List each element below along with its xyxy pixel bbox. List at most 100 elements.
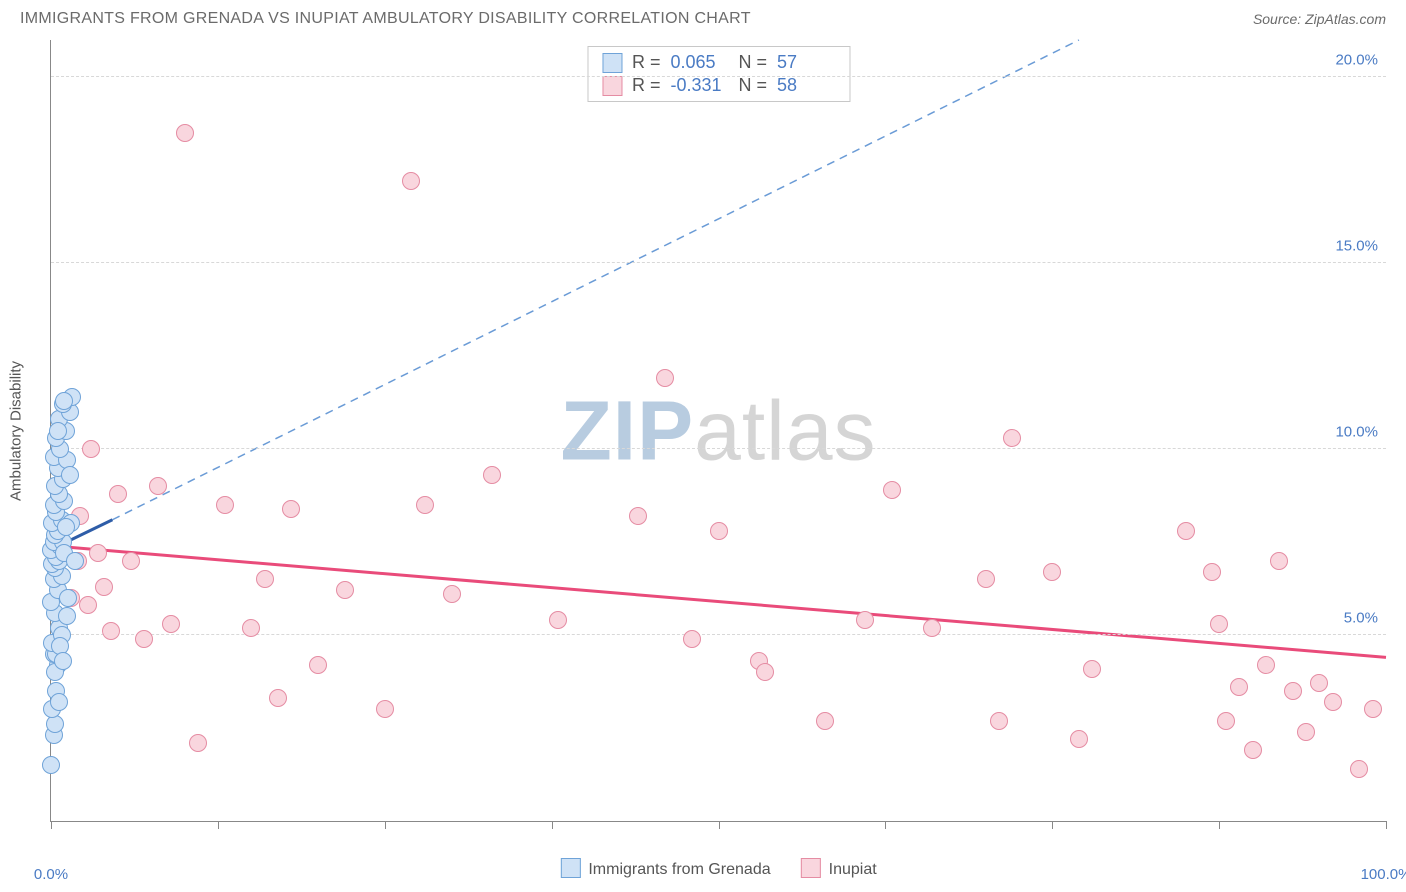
series-legend: Immigrants from Grenada Inupiat xyxy=(560,858,876,879)
legend-r-value-b: -0.331 xyxy=(671,75,729,96)
trend-lines xyxy=(51,40,1386,821)
scatter-point-b xyxy=(309,656,327,674)
swatch-series-a xyxy=(602,53,622,73)
scatter-point-b xyxy=(1257,656,1275,674)
scatter-point-b xyxy=(79,596,97,614)
x-tick xyxy=(1219,821,1220,829)
y-tick-label: 5.0% xyxy=(1344,610,1378,627)
x-tick xyxy=(51,821,52,829)
legend-n-value-b: 58 xyxy=(777,75,835,96)
scatter-point-b xyxy=(416,496,434,514)
scatter-point-b xyxy=(109,485,127,503)
legend-r-label: R = xyxy=(632,75,661,96)
scatter-point-b xyxy=(149,477,167,495)
gridline xyxy=(51,448,1386,449)
scatter-point-a xyxy=(49,422,67,440)
scatter-point-b xyxy=(216,496,234,514)
scatter-point-b xyxy=(883,481,901,499)
source-attribution: Source: ZipAtlas.com xyxy=(1253,11,1386,27)
scatter-point-b xyxy=(443,585,461,603)
chart-title: IMMIGRANTS FROM GRENADA VS INUPIAT AMBUL… xyxy=(20,10,751,28)
y-tick-label: 15.0% xyxy=(1335,238,1378,255)
scatter-point-b xyxy=(89,544,107,562)
scatter-point-b xyxy=(1217,712,1235,730)
scatter-point-b xyxy=(1083,660,1101,678)
scatter-point-b xyxy=(376,700,394,718)
legend-row-b: R = -0.331 N = 58 xyxy=(602,74,835,97)
x-tick xyxy=(1052,821,1053,829)
scatter-point-b xyxy=(1070,730,1088,748)
legend-n-value-a: 57 xyxy=(777,52,835,73)
legend-r-label: R = xyxy=(632,52,661,73)
scatter-point-b xyxy=(683,630,701,648)
scatter-point-b xyxy=(756,663,774,681)
x-tick xyxy=(218,821,219,829)
scatter-point-a xyxy=(66,552,84,570)
scatter-point-b xyxy=(1230,678,1248,696)
scatter-point-a xyxy=(42,756,60,774)
correlation-legend: R = 0.065 N = 57 R = -0.331 N = 58 xyxy=(587,46,850,102)
scatter-point-a xyxy=(54,652,72,670)
scatter-point-b xyxy=(710,522,728,540)
scatter-point-b xyxy=(1210,615,1228,633)
scatter-point-b xyxy=(1270,552,1288,570)
legend-label-b: Inupiat xyxy=(829,861,877,878)
scatter-point-b xyxy=(282,500,300,518)
legend-r-value-a: 0.065 xyxy=(671,52,729,73)
scatter-point-b xyxy=(549,611,567,629)
scatter-point-b xyxy=(483,466,501,484)
scatter-point-b xyxy=(1003,429,1021,447)
scatter-point-b xyxy=(856,611,874,629)
scatter-point-b xyxy=(189,734,207,752)
scatter-point-b xyxy=(629,507,647,525)
swatch-series-b xyxy=(602,76,622,96)
scatter-point-a xyxy=(57,518,75,536)
legend-n-label: N = xyxy=(739,75,768,96)
header: IMMIGRANTS FROM GRENADA VS INUPIAT AMBUL… xyxy=(0,0,1406,34)
scatter-point-b xyxy=(82,440,100,458)
scatter-point-b xyxy=(102,622,120,640)
x-tick xyxy=(885,821,886,829)
legend-item-a: Immigrants from Grenada xyxy=(560,858,770,879)
scatter-point-b xyxy=(1297,723,1315,741)
scatter-point-a xyxy=(61,466,79,484)
swatch-series-b xyxy=(801,858,821,878)
scatter-point-b xyxy=(977,570,995,588)
scatter-point-b xyxy=(336,581,354,599)
scatter-point-b xyxy=(176,124,194,142)
legend-row-a: R = 0.065 N = 57 xyxy=(602,51,835,74)
scatter-point-b xyxy=(1244,741,1262,759)
x-tick-label: 100.0% xyxy=(1361,866,1406,883)
scatter-point-b xyxy=(122,552,140,570)
scatter-point-a xyxy=(55,392,73,410)
scatter-point-b xyxy=(1284,682,1302,700)
legend-n-label: N = xyxy=(739,52,768,73)
x-tick xyxy=(385,821,386,829)
gridline xyxy=(51,262,1386,263)
scatter-point-b xyxy=(1203,563,1221,581)
scatter-point-b xyxy=(1177,522,1195,540)
y-axis-label: Ambulatory Disability xyxy=(8,360,25,500)
scatter-point-b xyxy=(816,712,834,730)
scatter-point-b xyxy=(269,689,287,707)
legend-item-b: Inupiat xyxy=(801,858,877,879)
swatch-series-a xyxy=(560,858,580,878)
scatter-point-b xyxy=(242,619,260,637)
scatter-point-b xyxy=(402,172,420,190)
scatter-point-b xyxy=(95,578,113,596)
scatter-chart: Ambulatory Disability ZIPatlas R = 0.065… xyxy=(50,40,1386,822)
x-tick-label: 0.0% xyxy=(34,866,68,883)
scatter-point-b xyxy=(1324,693,1342,711)
legend-label-a: Immigrants from Grenada xyxy=(588,861,770,878)
scatter-point-a xyxy=(59,589,77,607)
x-tick xyxy=(719,821,720,829)
scatter-point-a xyxy=(50,693,68,711)
scatter-point-b xyxy=(990,712,1008,730)
scatter-point-b xyxy=(923,619,941,637)
scatter-point-b xyxy=(1364,700,1382,718)
scatter-point-b xyxy=(1043,563,1061,581)
x-tick xyxy=(552,821,553,829)
scatter-point-b xyxy=(162,615,180,633)
y-tick-label: 20.0% xyxy=(1335,52,1378,69)
scatter-point-b xyxy=(1310,674,1328,692)
